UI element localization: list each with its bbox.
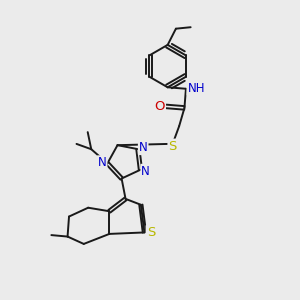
Text: S: S [169,140,177,153]
Text: N: N [98,156,106,169]
Text: O: O [154,100,165,113]
Text: N: N [139,141,148,154]
Text: NH: NH [188,82,205,95]
Text: N: N [141,165,150,178]
Text: S: S [147,226,155,239]
